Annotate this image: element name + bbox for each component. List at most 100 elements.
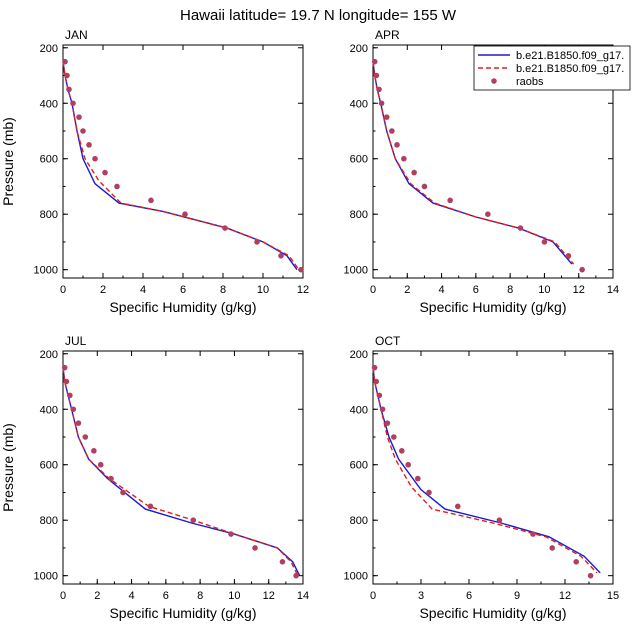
raobs-point — [541, 239, 548, 245]
panel-oct: 0 3 6 9 12 15 200 400 600 800 1000 OCT Specific Humi… — [344, 334, 620, 621]
y-tick-label: 600 — [40, 460, 58, 472]
x-tick-label: 4 — [439, 284, 445, 296]
raobs-point — [455, 503, 461, 510]
raobs-point — [62, 58, 68, 65]
series-line-dashed — [372, 61, 575, 265]
raobs-point — [63, 378, 70, 385]
raobs-point — [278, 253, 284, 259]
x-tick-label: 0 — [370, 284, 376, 296]
raobs-point — [373, 378, 380, 385]
x-tick-label: 4 — [129, 590, 135, 602]
x-tick-label: 0 — [370, 590, 376, 602]
raobs-point — [279, 559, 286, 565]
y-tick-label: 800 — [350, 209, 368, 221]
raobs-point — [401, 155, 407, 162]
figure-title: Hawaii latitude= 19.7 N longitude= 155 W — [180, 7, 457, 24]
y-axis-label: Pressure (mb) — [0, 423, 16, 512]
legend-label: raobs — [516, 76, 544, 88]
plot-frame — [62, 44, 304, 279]
y-tick-label: 200 — [40, 43, 58, 55]
raobs-point — [530, 531, 536, 537]
x-tick-label: 6 — [163, 590, 169, 602]
raobs-point — [371, 58, 378, 65]
x-tick-label: 2 — [94, 590, 100, 602]
x-tick-label: 4 — [140, 284, 146, 296]
series-line-dashed — [372, 367, 598, 574]
y-tick-label: 1000 — [34, 571, 58, 583]
series-line-dashed — [62, 367, 299, 577]
raobs-point — [298, 266, 304, 273]
raobs-point — [293, 572, 299, 579]
raobs-point — [399, 448, 405, 454]
y-tick-label: 400 — [40, 98, 58, 110]
raobs-point — [76, 114, 82, 120]
panel-jul: 0 2 4 6 8 10 12 14 200 400 600 800 1000 JUL Specific H… — [0, 334, 309, 621]
raobs-point — [384, 420, 391, 426]
raobs-point — [66, 86, 72, 93]
raobs-point — [517, 225, 524, 231]
y-tick-label: 400 — [350, 98, 368, 110]
raobs-point — [228, 531, 234, 537]
y-tick-label: 800 — [350, 515, 368, 527]
raobs-point — [565, 253, 572, 259]
y-tick-label: 1000 — [34, 265, 58, 277]
series-line-solid — [372, 367, 601, 574]
x-axis-label: Specific Humidity (g/kg) — [419, 299, 566, 315]
raobs-point — [485, 211, 491, 218]
x-axis-label: Specific Humidity (g/kg) — [109, 299, 256, 315]
x-axis-label: Specific Humidity (g/kg) — [419, 605, 566, 621]
raobs-point — [182, 211, 188, 218]
raobs-point — [376, 86, 382, 93]
raobs-point — [147, 503, 154, 510]
x-tick-label: 10 — [228, 590, 240, 602]
raobs-point — [394, 142, 400, 148]
raobs-point — [426, 489, 432, 496]
x-tick-label: 0 — [60, 590, 66, 602]
raobs-point — [379, 406, 386, 413]
series-line-solid — [372, 61, 573, 265]
raobs-point — [61, 364, 68, 371]
raobs-point — [587, 572, 594, 579]
plot-frame — [62, 350, 304, 585]
x-tick-label: 12 — [573, 284, 585, 296]
raobs-point — [91, 448, 97, 454]
raobs-point — [70, 100, 76, 107]
x-tick-label: 0 — [60, 284, 66, 296]
series-line-solid — [62, 367, 301, 577]
x-tick-label: 9 — [514, 590, 520, 602]
y-tick-label: 800 — [40, 209, 58, 221]
raobs-point — [389, 128, 395, 134]
y-tick-label: 400 — [40, 404, 58, 416]
raobs-point — [411, 169, 417, 176]
raobs-point — [108, 475, 114, 482]
y-tick-label: 1000 — [344, 265, 368, 277]
raobs-point — [86, 142, 92, 148]
x-tick-label: 12 — [263, 590, 275, 602]
series-line-solid — [62, 61, 298, 271]
raobs-point — [371, 364, 378, 371]
legend-marker — [491, 78, 497, 84]
raobs-point — [573, 559, 579, 565]
y-axis-label: Pressure (mb) — [0, 117, 16, 206]
x-tick-label: 8 — [507, 284, 513, 296]
raobs-point — [190, 517, 197, 524]
y-tick-label: 800 — [40, 515, 58, 527]
raobs-point — [373, 72, 380, 79]
y-tick-label: 400 — [350, 404, 368, 416]
raobs-point — [102, 169, 108, 176]
raobs-point — [97, 461, 104, 468]
x-tick-label: 8 — [220, 284, 226, 296]
raobs-point — [120, 489, 126, 496]
panel-title: JAN — [65, 28, 88, 42]
x-tick-label: 10 — [257, 284, 269, 296]
raobs-point — [114, 183, 120, 190]
x-axis-label: Specific Humidity (g/kg) — [109, 605, 256, 621]
y-tick-label: 200 — [40, 349, 58, 361]
raobs-point — [447, 197, 453, 204]
x-tick-label: 14 — [297, 590, 309, 602]
raobs-point — [148, 197, 154, 204]
raobs-point — [64, 72, 70, 79]
raobs-point — [378, 100, 385, 107]
x-tick-label: 6 — [180, 284, 186, 296]
